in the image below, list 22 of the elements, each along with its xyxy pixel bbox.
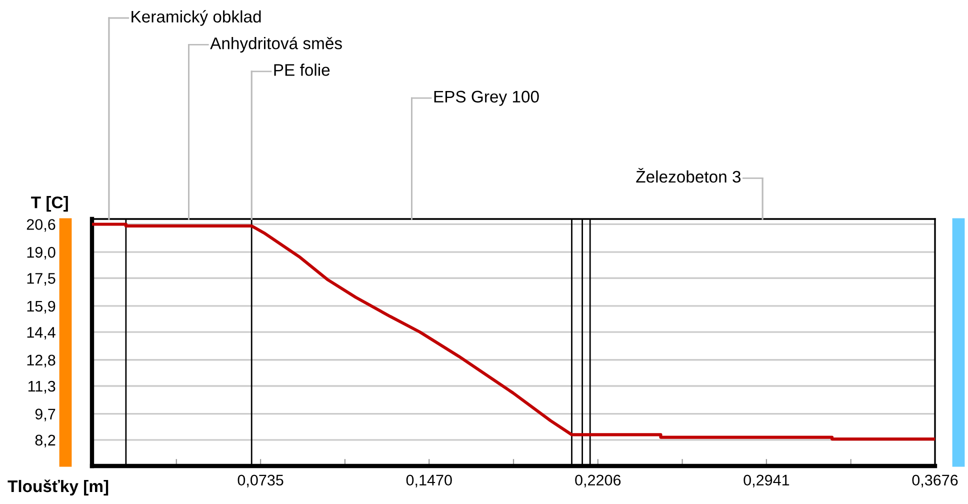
text: Železobeton 3 (636, 168, 741, 183)
y-tick-label: 17,5 (27, 273, 56, 286)
x-tick-label: 0,2206 (575, 474, 621, 488)
y-tick-label: 14,4 (27, 327, 56, 340)
y-tick-label: 15,9 (27, 300, 56, 314)
y-tick-label: 11,3 (28, 380, 56, 394)
y-tick-label: 19,0 (27, 246, 56, 260)
y-tick-label: 12,8 (27, 354, 56, 368)
x-axis-title: Tloušťky [m] (8, 480, 108, 496)
x-tick-label: 0,2941 (744, 474, 790, 488)
y-tick-label: 9,7 (35, 408, 56, 422)
text: EPS Grey 100 (434, 90, 539, 106)
y-axis-title: T [C] (31, 196, 68, 212)
text: Keramický obklad (132, 10, 261, 26)
x-tick-label: 0,3676 (912, 474, 958, 488)
x-tick-label: 0,1470 (406, 474, 452, 488)
x-tick-label: 0,0735 (238, 474, 284, 488)
text: Anhydritová směs (210, 36, 342, 53)
y-tick-label: 20,6 (26, 219, 56, 232)
text: PE folie (274, 64, 330, 76)
line-series (92, 222, 935, 441)
y-tick-label: 8,2 (35, 434, 56, 448)
